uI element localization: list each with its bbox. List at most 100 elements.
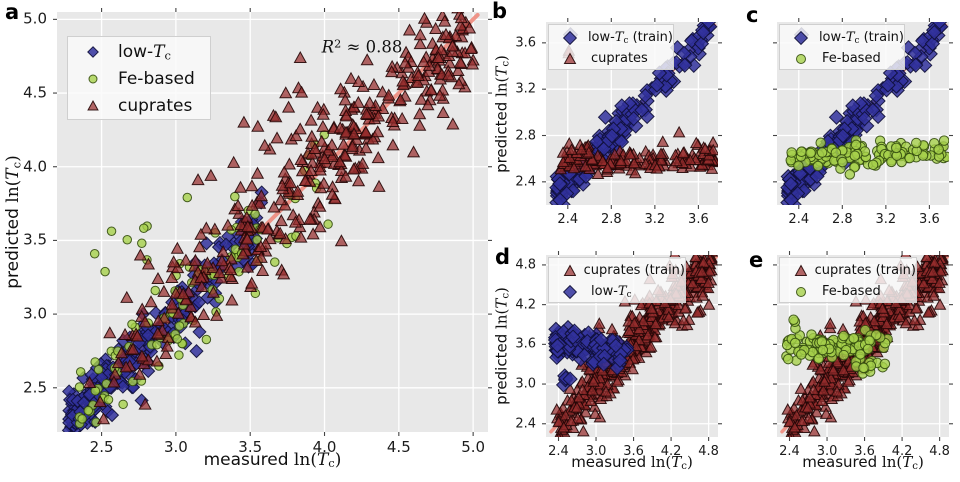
- triangle-marker-icon: [87, 100, 99, 111]
- axis-label-x-e: measured ln(Tc): [802, 455, 924, 472]
- text-segment: c: [9, 161, 24, 169]
- text-segment: low-: [818, 29, 846, 45]
- tick-label-y: 4.5: [23, 83, 47, 102]
- triangle-marker-icon: [563, 51, 577, 64]
- text-segment: low-: [587, 29, 615, 45]
- series-cuprates: [83, 12, 480, 425]
- text-segment: c: [328, 456, 335, 471]
- tick-label-x: 3.6: [623, 444, 644, 459]
- text-segment: c: [500, 292, 512, 299]
- tick-label-y: 3.5: [23, 230, 47, 249]
- triangle-marker-icon: [563, 263, 576, 276]
- tick-label-x: 4.0: [312, 438, 337, 456]
- tick-label-x: 5.0: [461, 438, 486, 456]
- legend-label: low-Tc: [591, 284, 632, 300]
- circle-marker-icon: [796, 286, 806, 297]
- legend-label: Fe-based: [822, 284, 881, 299]
- tick-label-x: 4.2: [891, 444, 913, 459]
- text-segment: c: [854, 35, 860, 46]
- legend-e: cuprates (train) Fe-based: [779, 257, 917, 303]
- tick-label-y: 3.0: [515, 376, 536, 392]
- legend-label: cuprates (train): [584, 263, 685, 278]
- legend-row-low_tc: low-Tc: [549, 281, 685, 302]
- text-segment: T: [153, 41, 165, 62]
- legend-row-low_tc: low-Tc (train): [549, 27, 673, 48]
- tick-label-y: 2.4: [515, 174, 536, 190]
- tick-label-x: 4.5: [386, 438, 411, 456]
- tick-label-x: 4.2: [660, 444, 682, 459]
- text-segment: ): [917, 453, 924, 471]
- legend-row-fe: Fe-based: [68, 66, 210, 93]
- legend-row-cuprates: cuprates: [68, 93, 210, 120]
- series-fe: [785, 135, 949, 180]
- legend-d: cuprates (train) low-Tc: [548, 257, 686, 303]
- tick-label-x: 3.2: [875, 212, 897, 227]
- panel-letter-a: a: [5, 0, 20, 24]
- text-segment: T: [316, 450, 329, 470]
- panel-letter-e: e: [749, 248, 764, 272]
- tick-label-y: 4.2: [515, 297, 536, 313]
- diamond-marker-icon: [562, 284, 578, 299]
- text-segment: T: [671, 453, 682, 471]
- text-segment: measured: [802, 453, 882, 471]
- text-segment: cuprates (train): [814, 263, 916, 278]
- tick-label-y: 2.4: [515, 416, 536, 432]
- text-segment: ): [3, 155, 24, 162]
- series-low_tc: [547, 319, 635, 393]
- tick-label-y: 2.8: [515, 128, 536, 143]
- tick-label-x: 2.5: [89, 438, 114, 456]
- triangle-marker-icon: [794, 263, 807, 276]
- tick-label-x: 3.0: [163, 438, 188, 456]
- axis-label-y-d: predicted ln(Tc): [492, 287, 512, 405]
- legend-label: Fe-based: [822, 51, 881, 66]
- text-segment: R: [321, 37, 335, 57]
- text-segment: c: [681, 460, 687, 472]
- diamond-marker-icon: [562, 30, 578, 45]
- tick-label-y: 2.5: [23, 378, 47, 397]
- text-segment: Fe-based: [118, 69, 195, 89]
- tick-marks: [53, 8, 492, 436]
- tick-label-x: 3.6: [919, 212, 940, 227]
- text-segment: predicted: [3, 202, 24, 289]
- text-segment: T: [902, 453, 913, 471]
- text-segment: ): [334, 450, 342, 470]
- legend-row-cuprates: cuprates (train): [780, 260, 916, 281]
- tick-marks: [773, 251, 953, 441]
- text-segment: T: [492, 298, 511, 309]
- panel-letter-c: c: [746, 3, 759, 27]
- plot-area-e: [773, 251, 953, 441]
- text-segment: cuprates: [118, 96, 193, 116]
- tick-label-x: 2.8: [831, 212, 853, 227]
- tick-label-y: 3.0: [23, 304, 47, 323]
- text-segment: predicted: [492, 328, 511, 405]
- circle-marker-icon: [796, 53, 806, 64]
- legend-label: Fe-based: [118, 69, 195, 89]
- tick-label-y: 3.6: [515, 35, 536, 51]
- text-segment: ln(: [3, 179, 24, 203]
- text-segment: c: [623, 35, 629, 46]
- circle-marker-icon: [88, 74, 98, 84]
- legend-label: low-Tc (train): [819, 30, 904, 46]
- text-segment: ≈ 0.88: [341, 37, 403, 57]
- tick-label-y: 5.0: [23, 9, 47, 28]
- tick-label-x: 2.4: [779, 444, 800, 459]
- tick-marks: [542, 18, 722, 209]
- r2-annotation: R2 ≈ 0.88: [322, 38, 403, 57]
- text-segment: (train): [859, 29, 904, 45]
- tick-label-x: 3.0: [585, 444, 607, 459]
- tick-label-x: 2.4: [557, 212, 579, 227]
- axis-label-x-d: measured ln(Tc): [571, 455, 693, 472]
- text-segment: ln(: [650, 453, 672, 471]
- text-segment: measured: [571, 453, 651, 471]
- tick-label-x: 3.5: [238, 438, 263, 456]
- tick-label-x: 3.6: [854, 444, 875, 459]
- legend-row-fe: Fe-based: [780, 281, 916, 302]
- text-segment: c: [164, 48, 171, 63]
- text-segment: 2: [334, 37, 342, 51]
- tick-marks: [542, 251, 722, 441]
- text-segment: ln(: [492, 76, 511, 97]
- series-fe: [781, 314, 893, 379]
- text-segment: c: [500, 60, 512, 67]
- legend-b: low-Tc (train) cuprates: [548, 24, 674, 70]
